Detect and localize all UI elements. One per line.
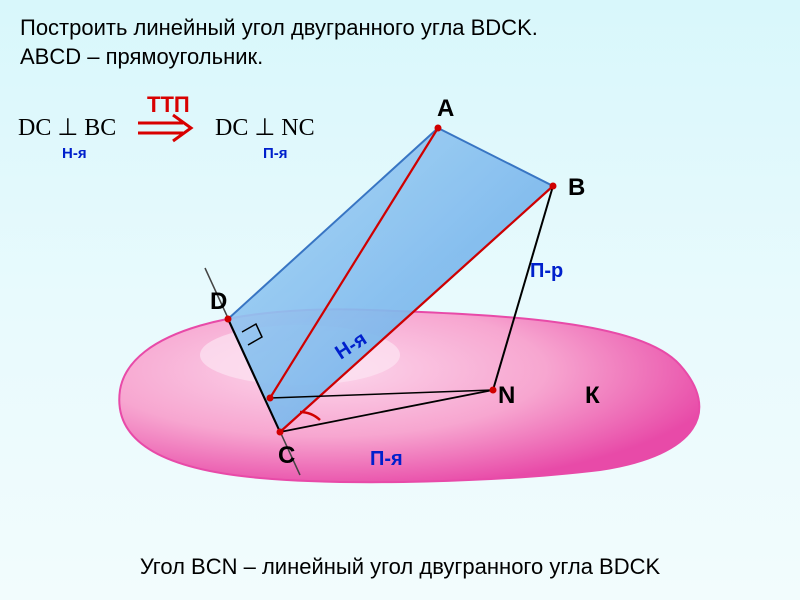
point-a (435, 125, 442, 132)
label-c: C (278, 442, 295, 470)
label-pya: П-я (370, 448, 403, 471)
implies-arrow (133, 113, 203, 145)
point-b (550, 183, 557, 190)
label-d: D (210, 288, 227, 316)
point-d (225, 316, 232, 323)
point-n (490, 387, 497, 394)
label-k: К (585, 382, 600, 410)
label-a: A (437, 95, 454, 123)
label-n: N (498, 382, 515, 410)
blob-plane (119, 309, 699, 482)
point-c (277, 429, 284, 436)
label-pr: П-р (530, 260, 563, 283)
point-foot (267, 395, 274, 402)
label-b: B (568, 174, 585, 202)
geometry-diagram (0, 0, 800, 600)
